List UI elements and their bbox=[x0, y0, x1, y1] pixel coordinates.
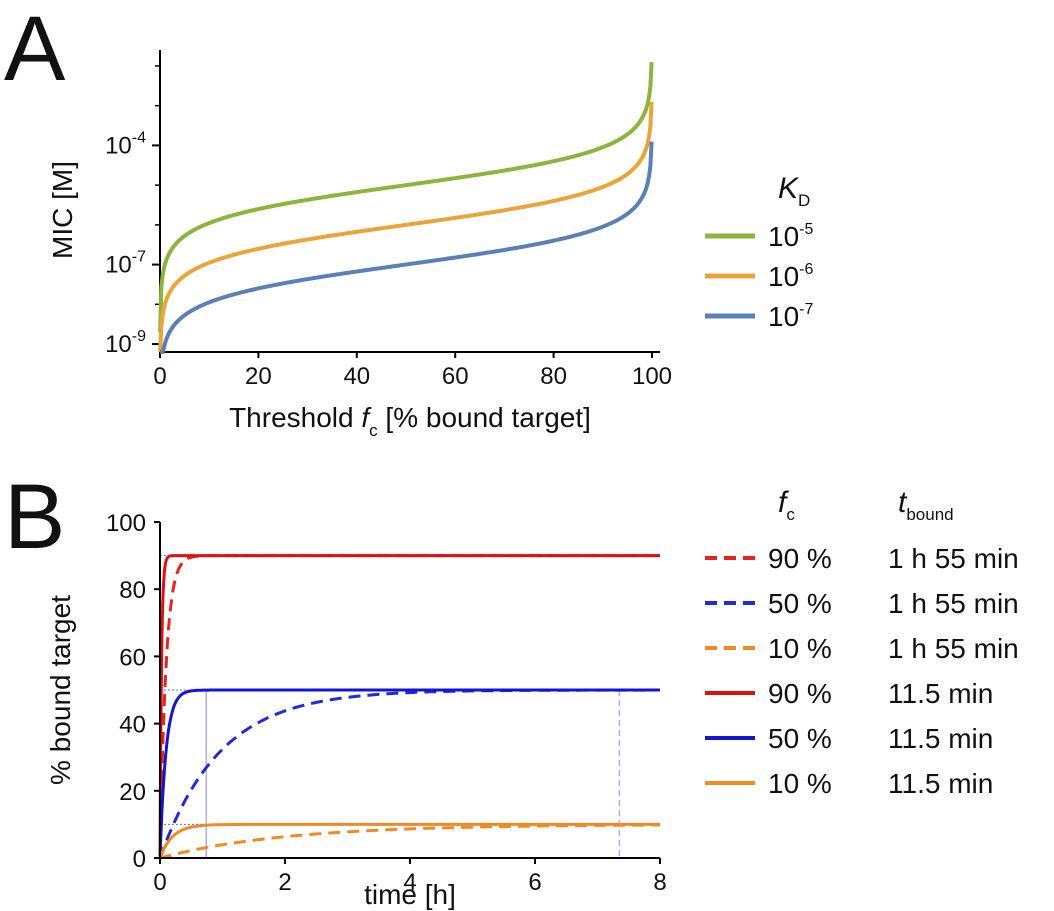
panel-b-series-line-solid-90 bbox=[158, 554, 660, 858]
panel-b-x-tick-label: 8 bbox=[653, 869, 666, 896]
panel-a-series-line--6 bbox=[158, 101, 654, 353]
panel-b-series-line-solid-10 bbox=[158, 822, 660, 860]
panel-b-series-line-solid-50 bbox=[158, 688, 660, 858]
panel-b-y-tick-label: 80 bbox=[119, 577, 146, 604]
panel-b-y-tick-label: 40 bbox=[119, 712, 146, 739]
panel-b-letter: B bbox=[4, 466, 65, 568]
panel-b-legend-fc-header: fc bbox=[778, 486, 795, 524]
panel-a-x-ticks: 0 20 40 60 80 100 bbox=[153, 352, 672, 390]
panel-b-legend-tbound: 1 h 55 min bbox=[888, 633, 1019, 664]
panel-a-x-tick-label: 80 bbox=[540, 363, 567, 390]
panel-b-legend-fc: 10 % bbox=[768, 768, 832, 799]
panel-a-y-tick-label: 10-7 bbox=[105, 249, 146, 279]
panel-a-legend: KD 10-5 10-6 10-7 bbox=[705, 172, 813, 332]
panel-b-x-tick-label: 0 bbox=[153, 869, 166, 896]
panel-b-x-tick-label: 2 bbox=[278, 869, 291, 896]
panel-a-legend-label: 10-6 bbox=[768, 261, 813, 292]
panel-a-x-tick-label: 40 bbox=[343, 363, 370, 390]
panel-a-x-tick-label: 0 bbox=[153, 363, 166, 390]
panel-a-y-ticks: 10-4 10-7 10-9 bbox=[105, 129, 160, 358]
panel-b-legend-tbound: 11.5 min bbox=[888, 678, 993, 709]
panel-b-legend-fc: 10 % bbox=[768, 633, 832, 664]
panel-a-series-line--5 bbox=[158, 62, 654, 333]
panel-b-y-tick-label: 60 bbox=[119, 644, 146, 671]
panel-a-legend-label: 10-5 bbox=[768, 221, 813, 252]
panel-b-series-line-dashed-10 bbox=[158, 823, 660, 860]
panel-b-series bbox=[158, 554, 660, 860]
panel-b-legend-fc: 90 % bbox=[768, 678, 832, 709]
panel-a-series bbox=[158, 62, 654, 354]
panel-b-legend-fc: 50 % bbox=[768, 588, 832, 619]
panel-b-legend-tbound-header: tbound bbox=[898, 486, 954, 524]
panel-b-y-tick-label: 100 bbox=[106, 510, 146, 537]
panel-a-x-label: Threshold fc [% bound target] bbox=[229, 402, 591, 440]
panel-b-chart: 0 2 4 6 8 0 20 40 60 80 100 % bound target time [… bbox=[45, 486, 1019, 910]
panel-b-x-tick-label: 4 bbox=[403, 869, 416, 896]
panel-b-y-ticks: 0 20 40 60 80 100 bbox=[106, 510, 160, 873]
panel-a-legend-title: KD bbox=[778, 172, 810, 210]
panel-b-x-tick-label: 6 bbox=[528, 869, 541, 896]
panel-a-y-label: MIC [M] bbox=[47, 161, 78, 259]
panel-b-x-label: time [h] bbox=[364, 879, 456, 910]
panel-b-legend-tbound: 1 h 55 min bbox=[888, 588, 1019, 619]
panel-a-legend-label: 10-7 bbox=[768, 301, 813, 332]
panel-b-legend-fc: 50 % bbox=[768, 723, 832, 754]
panel-a-series-line--7 bbox=[160, 141, 654, 354]
panel-b-reference-lines bbox=[160, 555, 660, 858]
panel-b-x-ticks: 0 2 4 6 8 bbox=[153, 858, 667, 896]
panel-a-y-tick-label: 10-9 bbox=[105, 328, 146, 358]
panel-b-legend-fc: 90 % bbox=[768, 543, 832, 574]
panel-b-legend-tbound: 1 h 55 min bbox=[888, 543, 1019, 574]
panel-b-series-line-dashed-90 bbox=[158, 554, 660, 858]
panel-b-y-tick-label: 20 bbox=[119, 779, 146, 806]
panel-a-y-tick-label: 10-4 bbox=[105, 129, 146, 159]
panel-a-chart: 0 20 40 60 80 100 10-4 10-7 10-9 MIC [M] Thresh… bbox=[47, 50, 813, 440]
panel-a-x-tick-label: 20 bbox=[245, 363, 272, 390]
panel-a-x-tick-label: 100 bbox=[632, 363, 672, 390]
panel-b-series-line-dashed-50 bbox=[158, 688, 660, 860]
panel-b-legend-tbound: 11.5 min bbox=[888, 768, 993, 799]
panel-b-legend-tbound: 11.5 min bbox=[888, 723, 993, 754]
panel-b-y-tick-label: 0 bbox=[133, 846, 146, 873]
panel-a-letter: A bbox=[4, 0, 66, 100]
panel-b-legend: fc tbound 90 % 1 h 55 min 50 % 1 h 55 min 10… bbox=[705, 486, 1019, 799]
panel-b-y-label: % bound target bbox=[45, 595, 76, 785]
panel-a-x-tick-label: 60 bbox=[442, 363, 469, 390]
